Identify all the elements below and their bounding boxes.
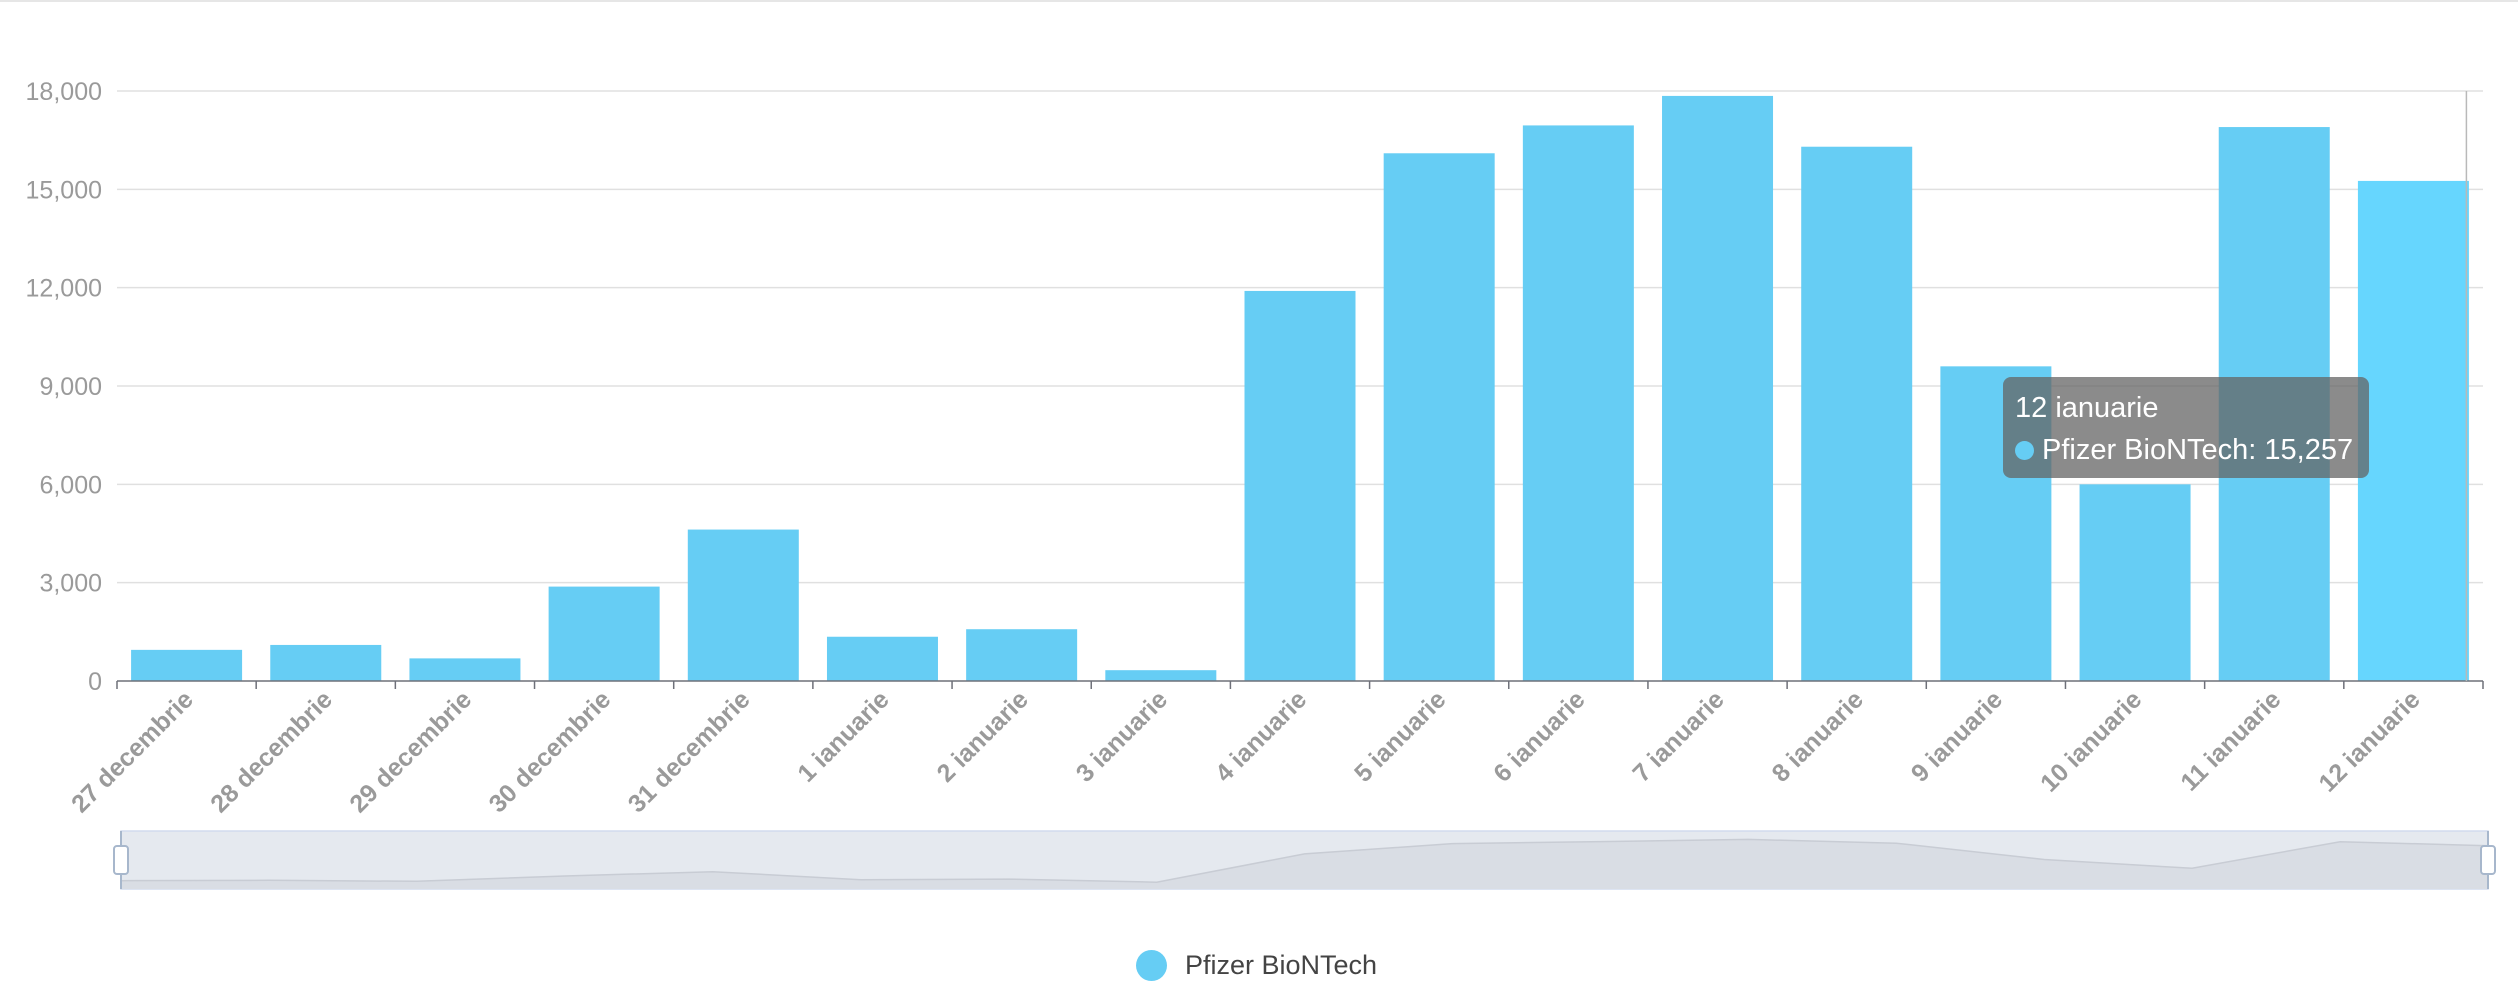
x-tick-label: 10 ianuarie [2035,685,2147,797]
legend-label: Pfizer BioNTech [1185,949,1378,980]
x-tick-label: 8 ianuarie [1767,685,1869,787]
tooltip-label: Pfizer BioNTech: 15,257 [2042,434,2354,466]
x-tick-label: 5 ianuarie [1349,685,1451,787]
bar [2357,180,2469,682]
bar [1662,95,1774,681]
zoom-handle-grip [2480,845,2496,875]
x-tick-label: 12 ianuarie [2313,685,2425,797]
x-tick-label: 11 ianuarie [2175,685,2286,796]
x-tick-label: 7 ianuarie [1627,685,1729,787]
legend-marker-icon [1136,949,1167,981]
bar [1105,670,1217,681]
y-axis-ticks: 0 3,000 6,000 9,000 12,000 15,000 18,000 [26,78,102,696]
y-tick-label: 12,000 [26,275,102,303]
bar [1801,146,1913,681]
y-tick-label: 18,000 [26,78,102,106]
y-tick-label: 9,000 [39,373,102,401]
legend[interactable]: Pfizer BioNTech [1136,945,1377,985]
bar [966,629,1078,681]
bar [1522,125,1634,681]
x-axis: 27 decembrie 28 decembrie 29 decembrie 30 d… [66,680,2484,818]
bar [1244,290,1356,681]
tooltip-row: Pfizer BioNTech: 15,257 [2015,429,2369,471]
bar-series [131,95,2469,682]
bar [270,644,382,681]
bar [2079,484,2191,681]
x-tick-label: 27 decembrie [66,685,199,818]
bar [409,658,521,681]
x-tick-label: 3 ianuarie [1071,685,1173,787]
x-tick-label: 6 ianuarie [1488,685,1590,787]
zoom-handle-icon[interactable] [2480,831,2496,889]
tooltip: 12 ianuarie Pfizer BioNTech: 15,257 [2003,377,2369,478]
zoom-preview-line [120,838,2489,883]
y-tick-label: 0 [88,668,102,696]
x-tick-label: 28 decembrie [205,685,338,818]
zoom-handle-grip [113,845,129,875]
y-tick-label: 15,000 [26,176,102,204]
y-tick-label: 6,000 [39,471,102,499]
bar [131,649,243,681]
bar [548,586,660,681]
bar [826,636,938,681]
tooltip-title: 12 ianuarie [2015,392,2159,424]
x-tick-label: 2 ianuarie [932,685,1034,787]
zoom-preview-area [121,839,2488,889]
tooltip-series-marker [2015,441,2034,460]
x-tick-label: 31 decembrie [623,685,756,818]
x-tick-label: 1 ianuarie [792,685,894,787]
bar [1383,153,1495,681]
x-tick-label: 30 decembrie [484,685,617,818]
y-tick-label: 3,000 [39,570,102,598]
x-tick-label: 29 decembrie [344,685,477,818]
zoom-handle-icon[interactable] [113,831,129,889]
x-tick-label: 4 ianuarie [1210,685,1312,787]
bar [687,529,799,681]
data-zoom-slider[interactable] [113,830,2496,890]
top-divider [0,0,2518,2]
x-tick-label: 9 ianuarie [1906,685,2008,787]
